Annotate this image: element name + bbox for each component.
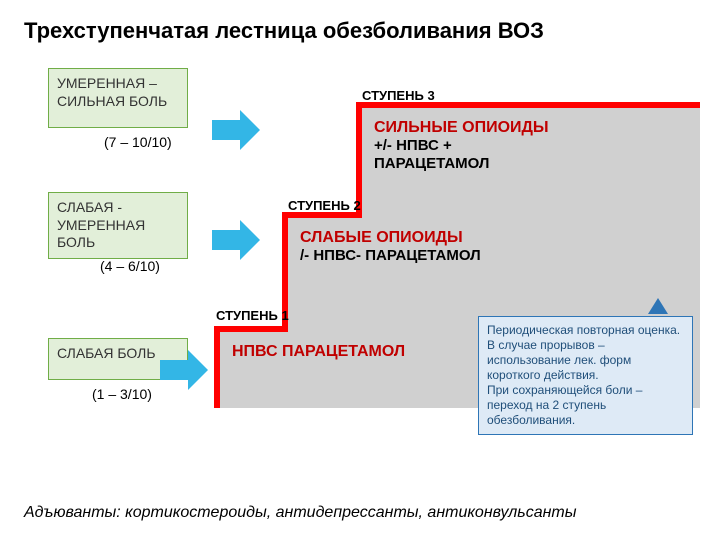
pain-score-moderate: (4 – 6/10) <box>100 258 160 274</box>
step-3-sub: +/- НПВС + ПАРАЦЕТАМОЛ <box>374 137 564 173</box>
pain-score-severe: (7 – 10/10) <box>104 134 172 150</box>
step-content-2: СЛАБЫЕ ОПИОИДЫ /- НПВС- ПАРАЦЕТАМОЛ <box>300 228 490 265</box>
arrow-icon-3 <box>212 110 260 150</box>
step-1-title: НПВС ПАРАЦЕТАМОЛ <box>232 342 422 361</box>
arrow-icon-2 <box>212 220 260 260</box>
pain-score-mild: (1 – 3/10) <box>92 386 152 402</box>
step-content-1: НПВС ПАРАЦЕТАМОЛ <box>232 342 422 361</box>
up-arrow-icon <box>648 298 668 314</box>
pain-box-moderate: СЛАБАЯ - УМЕРЕННАЯ БОЛЬ <box>48 192 188 259</box>
step-label-1: СТУПЕНЬ 1 <box>216 308 289 323</box>
arrow-icon-1 <box>160 350 208 390</box>
page-title: Трехступенчатая лестница обезболивания В… <box>24 18 544 44</box>
pain-box-severe: УМЕРЕННАЯ – СИЛЬНАЯ БОЛЬ <box>48 68 188 128</box>
step-content-3: СИЛЬНЫЕ ОПИОИДЫ +/- НПВС + ПАРАЦЕТАМОЛ <box>374 118 564 173</box>
footer-text: Адъюванты: кортикостероиды, антидепресса… <box>24 504 577 522</box>
step-3-title: СИЛЬНЫЕ ОПИОИДЫ <box>374 118 564 137</box>
step-2-title: СЛАБЫЕ ОПИОИДЫ <box>300 228 490 247</box>
step-label-3: СТУПЕНЬ 3 <box>362 88 435 103</box>
step-2-sub: /- НПВС- ПАРАЦЕТАМОЛ <box>300 247 490 265</box>
step-label-2: СТУПЕНЬ 2 <box>288 198 361 213</box>
note-box: Периодическая повторная оценка. В случае… <box>478 316 693 435</box>
